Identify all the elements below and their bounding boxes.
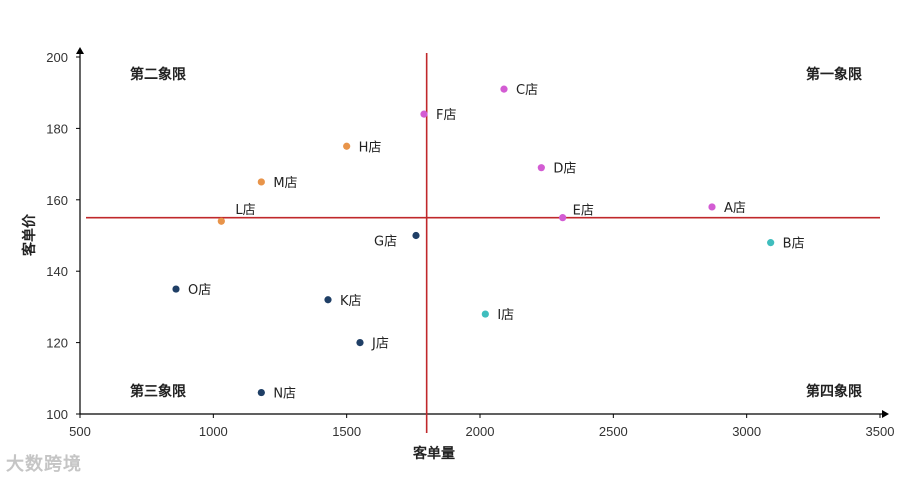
x-tick-label: 1000 [199, 424, 228, 439]
data-point-label: I店 [497, 308, 514, 323]
x-tick-label: 3000 [732, 424, 761, 439]
data-point-label: E店 [573, 204, 594, 219]
y-tick-label: 160 [46, 193, 68, 208]
data-point-label: F店 [436, 108, 456, 123]
quadrant-label-1: 第一象限 [806, 66, 862, 83]
data-point-label: C店 [516, 83, 538, 98]
data-point [767, 239, 775, 247]
data-point [559, 214, 567, 222]
data-point-label: O店 [188, 283, 211, 298]
y-tick-label: 200 [46, 50, 68, 65]
data-point [481, 310, 489, 318]
data-point-label: D店 [553, 162, 576, 177]
y-tick-label: 120 [46, 336, 68, 351]
y-axis-title: 客单价 [21, 213, 38, 257]
reference-lines [86, 53, 880, 433]
data-point [356, 339, 364, 347]
y-tick-label: 180 [46, 121, 68, 136]
data-point [343, 142, 351, 150]
quadrant-label-4: 第四象限 [806, 383, 862, 400]
x-tick-label: 500 [69, 424, 91, 439]
quadrant-label-3: 第三象限 [130, 383, 186, 400]
data-point [172, 285, 180, 293]
y-tick-label: 140 [46, 264, 68, 279]
data-point [708, 203, 716, 211]
data-point [420, 110, 428, 118]
quadrant-label-2: 第二象限 [130, 66, 186, 83]
data-point-label: L店 [235, 203, 255, 218]
data-points: A店 B店 C店 D店 E店 F店 G店 H店 I店 J店 K店 L店 M店 N店 O店 [172, 83, 805, 402]
y-tick-label: 100 [46, 407, 68, 422]
data-point-label: N店 [273, 387, 296, 402]
x-axis-arrow [882, 410, 889, 418]
data-point [217, 217, 225, 225]
data-point-label: G店 [374, 235, 397, 250]
x-axis-title: 客单量 [412, 445, 455, 462]
quadrant-labels: 第二象限 第一象限 第三象限 第四象限 [130, 66, 862, 400]
data-point-label: H店 [359, 140, 382, 155]
x-tick-label: 1500 [332, 424, 361, 439]
data-point-label: J店 [371, 337, 389, 352]
data-point-label: K店 [340, 294, 362, 309]
data-point [500, 85, 508, 93]
data-point-label: M店 [273, 176, 297, 191]
data-point [412, 231, 420, 240]
x-tick-label: 2000 [466, 424, 495, 439]
data-point [537, 164, 545, 172]
data-point-label: A店 [724, 201, 746, 216]
x-tick-label: 2500 [599, 424, 628, 439]
data-point-label: B店 [783, 237, 805, 252]
x-tick-label: 3500 [866, 424, 895, 439]
axes: 500 1000 1500 2000 2500 3000 3500 100 120 140 160 1… [46, 47, 894, 439]
watermark: 大数跨境 [6, 454, 82, 475]
data-point [257, 388, 265, 397]
data-point [257, 178, 265, 186]
data-point [324, 296, 332, 304]
y-axis-arrow [76, 47, 84, 54]
